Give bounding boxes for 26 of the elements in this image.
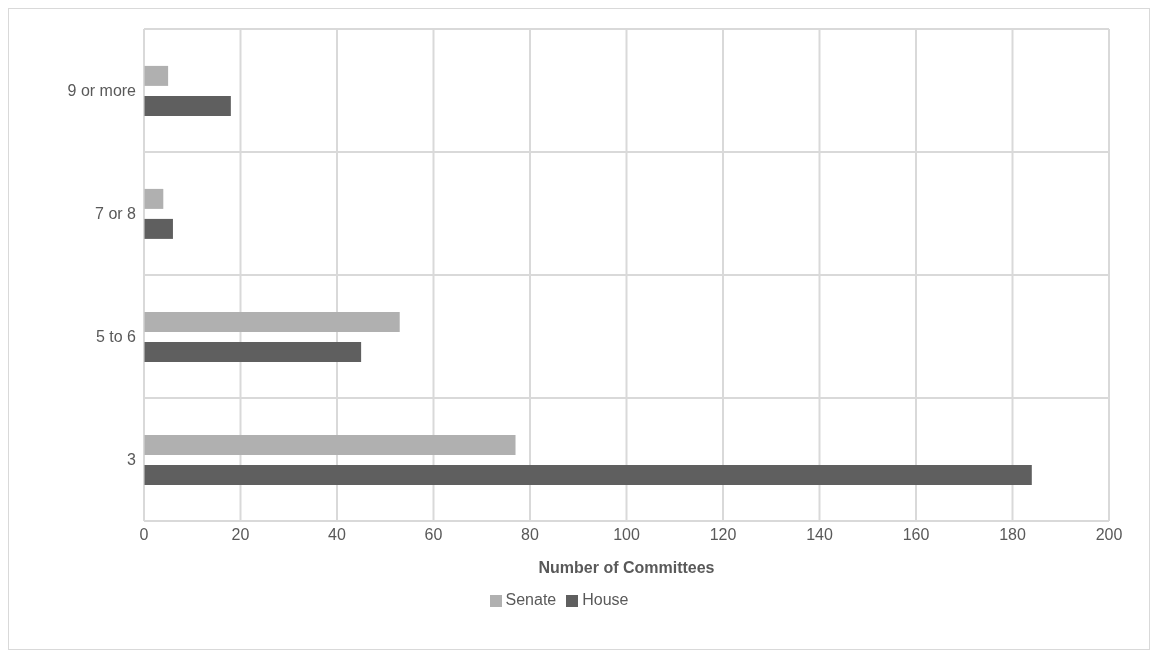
x-tick-label: 80	[521, 526, 539, 544]
x-tick-label: 180	[999, 526, 1026, 544]
legend-label: House	[582, 591, 629, 608]
x-tick-label: 60	[424, 526, 443, 544]
y-tick-label: 9 or more	[67, 82, 137, 100]
y-tick-label: 5 to 6	[95, 328, 137, 346]
bar	[144, 188, 164, 209]
bar	[144, 65, 169, 86]
y-tick-label: 3	[127, 451, 137, 469]
x-tick-label: 40	[328, 526, 346, 544]
y-tick-label: 7 or 8	[95, 205, 137, 223]
x-tick-label: 140	[806, 526, 833, 544]
bar	[144, 464, 1032, 485]
legend-label: Senate	[505, 591, 557, 608]
x-tick-label: 0	[139, 526, 149, 544]
bar	[144, 218, 173, 239]
x-tick-label: 200	[1095, 526, 1123, 544]
bar	[144, 341, 362, 362]
x-tick-label: 120	[709, 526, 737, 544]
x-tick-label: 100	[613, 526, 640, 544]
bar	[144, 311, 400, 332]
bar	[144, 434, 516, 455]
x-tick-label: 160	[902, 526, 930, 544]
x-axis-title: Number of Committees	[538, 559, 715, 576]
x-tick-label: 20	[231, 526, 250, 544]
bar	[144, 95, 231, 116]
